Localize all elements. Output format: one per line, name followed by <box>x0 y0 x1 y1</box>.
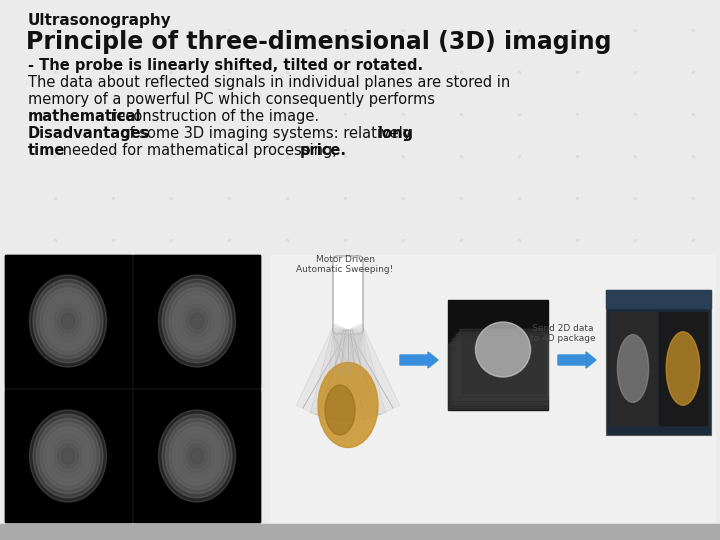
Ellipse shape <box>186 444 207 468</box>
Ellipse shape <box>169 288 225 354</box>
Text: reconstruction of the image.: reconstruction of the image. <box>106 109 319 124</box>
Ellipse shape <box>54 305 82 338</box>
Text: memory of a powerful PC which consequently performs: memory of a powerful PC which consequent… <box>28 92 435 107</box>
Ellipse shape <box>173 427 222 485</box>
Text: - The probe is linearly shifted, tilted or rotated.: - The probe is linearly shifted, tilted … <box>28 58 423 73</box>
Ellipse shape <box>40 423 96 489</box>
Ellipse shape <box>61 448 75 464</box>
Bar <box>270 255 715 522</box>
Bar <box>0 524 720 540</box>
Bar <box>452 339 548 405</box>
Ellipse shape <box>183 440 211 472</box>
Text: Principle of three-dimensional (3D) imaging: Principle of three-dimensional (3D) imag… <box>26 30 611 54</box>
Ellipse shape <box>30 410 107 502</box>
Ellipse shape <box>162 279 232 363</box>
Ellipse shape <box>162 414 232 498</box>
Text: needed for mathematical processing,: needed for mathematical processing, <box>58 143 341 158</box>
Ellipse shape <box>183 305 211 338</box>
Bar <box>5 255 260 522</box>
Ellipse shape <box>58 309 78 333</box>
Text: of some 3D imaging systems: relatively: of some 3D imaging systems: relatively <box>116 126 416 141</box>
Polygon shape <box>297 323 361 418</box>
Bar <box>606 290 711 308</box>
Ellipse shape <box>166 418 228 494</box>
FancyArrow shape <box>558 352 596 368</box>
Text: Send 2D data
to 4D package: Send 2D data to 4D package <box>530 324 596 343</box>
Ellipse shape <box>318 362 378 448</box>
Bar <box>134 255 260 387</box>
Bar <box>460 329 548 395</box>
Polygon shape <box>325 329 363 421</box>
Bar <box>134 390 260 522</box>
Ellipse shape <box>37 284 99 359</box>
Bar <box>659 312 707 425</box>
Bar <box>5 255 131 387</box>
Bar <box>458 332 548 397</box>
Ellipse shape <box>475 322 531 377</box>
Polygon shape <box>310 326 362 421</box>
FancyArrow shape <box>400 352 438 368</box>
Text: The data about reflected signals in individual planes are stored in: The data about reflected signals in indi… <box>28 75 510 90</box>
Ellipse shape <box>169 423 225 489</box>
Ellipse shape <box>325 385 355 435</box>
Ellipse shape <box>50 300 86 342</box>
Ellipse shape <box>47 431 89 481</box>
Ellipse shape <box>166 284 228 359</box>
Ellipse shape <box>158 275 235 367</box>
Polygon shape <box>333 329 371 421</box>
Text: time: time <box>28 143 66 158</box>
Ellipse shape <box>190 313 204 329</box>
Polygon shape <box>333 326 386 421</box>
Bar <box>609 312 657 425</box>
Ellipse shape <box>40 288 96 354</box>
Ellipse shape <box>618 335 649 402</box>
Ellipse shape <box>50 435 86 477</box>
Ellipse shape <box>173 292 222 350</box>
Text: long: long <box>378 126 414 141</box>
Ellipse shape <box>43 427 92 485</box>
Bar <box>450 341 548 408</box>
Ellipse shape <box>33 414 103 498</box>
Ellipse shape <box>666 332 700 405</box>
Ellipse shape <box>186 309 207 333</box>
Text: price.: price. <box>300 143 347 158</box>
Ellipse shape <box>37 418 99 494</box>
Ellipse shape <box>179 435 215 477</box>
Ellipse shape <box>43 292 92 350</box>
Bar <box>454 336 548 402</box>
Bar <box>456 334 548 400</box>
Text: Disadvantages: Disadvantages <box>28 126 150 141</box>
Ellipse shape <box>47 296 89 346</box>
Ellipse shape <box>61 313 75 329</box>
Ellipse shape <box>33 279 103 363</box>
Text: Ultrasonography: Ultrasonography <box>28 13 172 28</box>
Ellipse shape <box>176 431 218 481</box>
Text: Motor Driven
Automatic Sweeping!: Motor Driven Automatic Sweeping! <box>297 255 394 274</box>
Ellipse shape <box>158 410 235 502</box>
Ellipse shape <box>176 296 218 346</box>
Bar <box>606 290 711 435</box>
Ellipse shape <box>54 440 82 472</box>
Bar <box>448 300 548 410</box>
Ellipse shape <box>179 300 215 342</box>
Ellipse shape <box>30 275 107 367</box>
Polygon shape <box>334 323 400 418</box>
Ellipse shape <box>58 444 78 468</box>
Text: mathematical: mathematical <box>28 109 142 124</box>
Bar <box>448 344 548 410</box>
Bar <box>5 390 131 522</box>
FancyBboxPatch shape <box>333 256 363 334</box>
Ellipse shape <box>190 448 204 464</box>
